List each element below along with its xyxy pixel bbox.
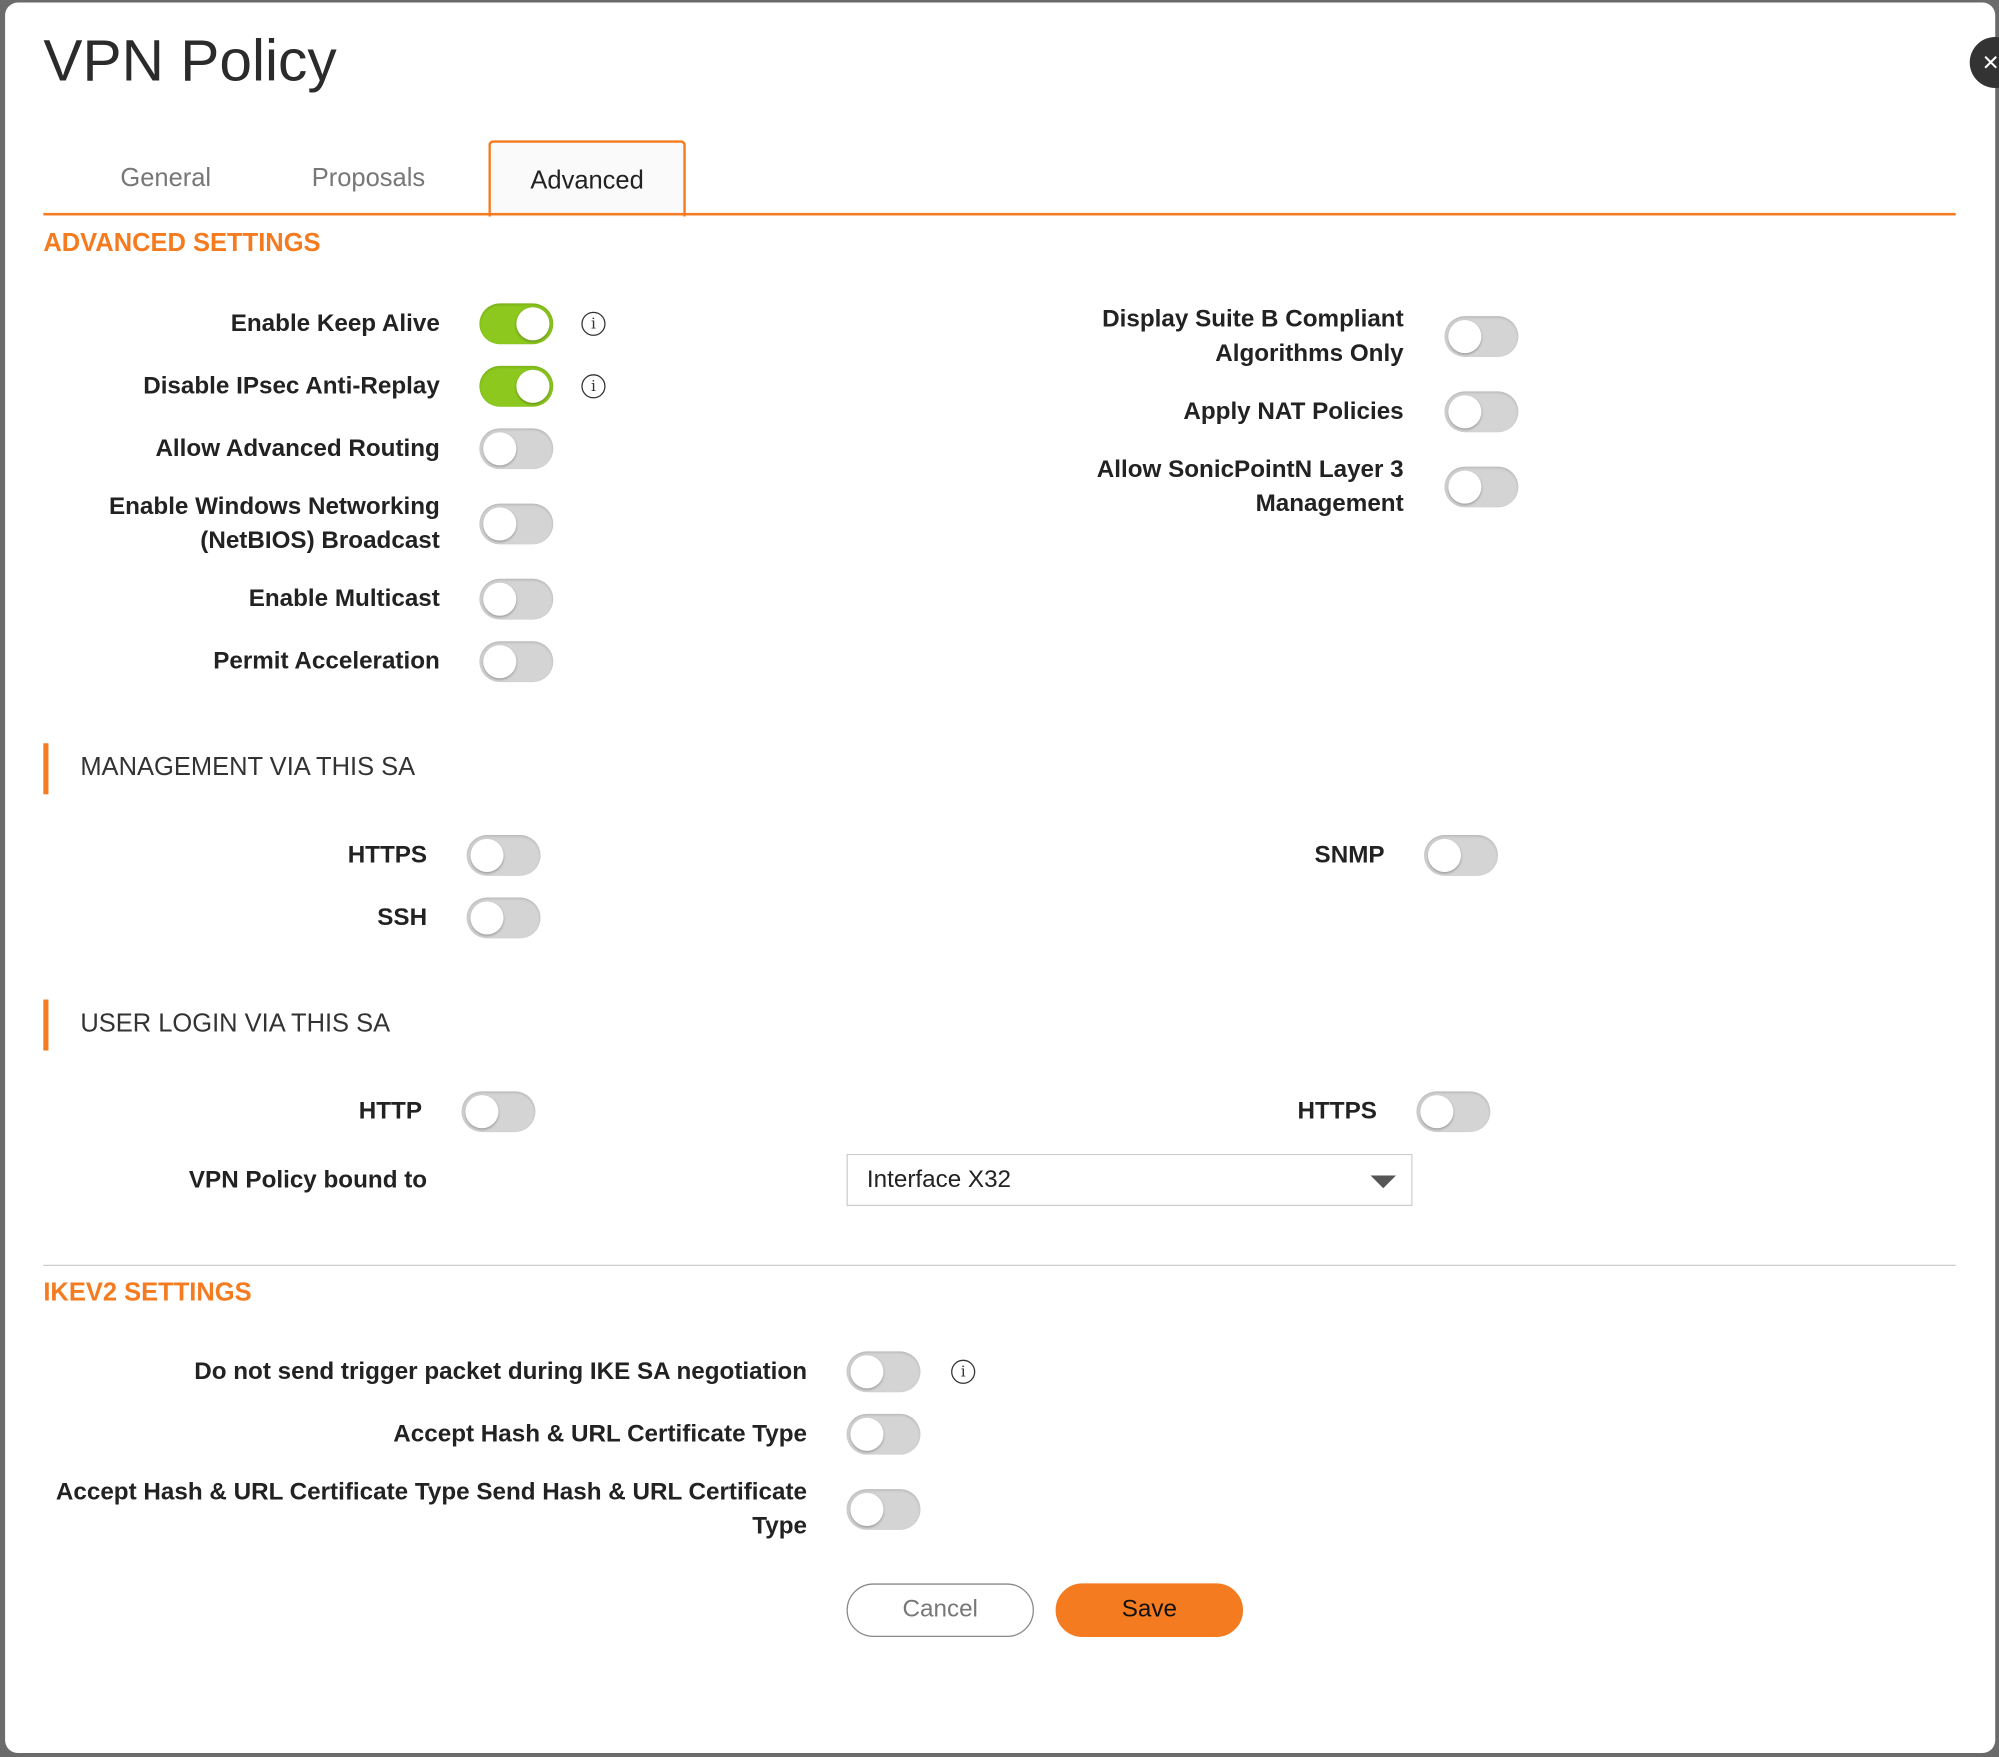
label-apply-nat-policies: Apply NAT Policies xyxy=(1183,398,1404,426)
toggle-knob xyxy=(1448,470,1482,504)
toggle-disable-ipsec-anti-replay[interactable] xyxy=(479,365,554,407)
toggle-knob xyxy=(470,838,504,873)
toggle-https[interactable] xyxy=(466,835,541,876)
chevron-down-icon xyxy=(1370,1175,1397,1189)
toggle-enable-windows-networking-netbios-broadcast[interactable] xyxy=(479,503,554,545)
toggle-knob xyxy=(483,645,517,679)
label-snmp: SNMP xyxy=(1314,842,1385,869)
advanced-settings-heading: ADVANCED SETTINGS xyxy=(43,229,321,258)
toggle-https[interactable] xyxy=(1416,1091,1491,1133)
toggle-display-suite-b-compliant-algorithms-only[interactable] xyxy=(1444,316,1519,357)
toggle-enable-keep-alive[interactable] xyxy=(479,303,554,345)
toggle-knob xyxy=(1448,395,1482,429)
info-icon[interactable]: i xyxy=(581,311,606,336)
label-http: HTTP xyxy=(358,1098,422,1126)
divider xyxy=(43,1264,1956,1266)
label-ssh: SSH xyxy=(377,904,428,932)
close-icon: × xyxy=(1982,45,1999,78)
toggle-knob xyxy=(1448,319,1482,354)
tab-proposals[interactable]: Proposals xyxy=(311,164,426,193)
toggle-ssh[interactable] xyxy=(466,897,541,939)
toggle-accept-hash-url-certificate-type[interactable] xyxy=(846,1413,921,1455)
toggle-snmp[interactable] xyxy=(1424,835,1499,876)
cancel-button[interactable]: Cancel xyxy=(846,1583,1034,1637)
toggle-enable-multicast[interactable] xyxy=(479,578,554,620)
bound-label: VPN Policy bound to xyxy=(188,1167,428,1194)
tab-advanced[interactable]: Advanced xyxy=(488,140,686,217)
toggle-knob xyxy=(1420,1095,1454,1129)
label-https: HTTPS xyxy=(1297,1098,1377,1126)
toggle-allow-sonicpointn-layer-3-management[interactable] xyxy=(1444,466,1519,508)
label-permit-acceleration: Permit Acceleration xyxy=(213,648,440,676)
toggle-knob xyxy=(516,307,550,341)
toggle-knob xyxy=(1427,838,1462,873)
label-disable-ipsec-anti-replay: Disable IPsec Anti-Replay xyxy=(143,372,440,400)
label-allow-sonicpointn-layer-3-management: Allow SonicPointN Layer 3 Management xyxy=(1096,456,1404,518)
toggle-knob xyxy=(483,507,517,541)
label-accept-hash-url-certificate-type-send-hash-url-certificate-type: Accept Hash & URL Certificate Type Send … xyxy=(55,1478,808,1541)
toggle-knob xyxy=(483,582,517,616)
toggle-knob xyxy=(850,1492,884,1527)
toggle-do-not-send-trigger-packet-during-ike-sa-negotiation[interactable] xyxy=(846,1351,921,1393)
label-accept-hash-url-certificate-type: Accept Hash & URL Certificate Type xyxy=(393,1420,808,1448)
toggle-knob xyxy=(470,901,504,935)
vpn-policy-dialog xyxy=(5,2,1996,1753)
label-enable-windows-networking-netbios-broadcast: Enable Windows Networking (NetBIOS) Broa… xyxy=(108,493,440,555)
tab-general[interactable]: General xyxy=(120,164,212,193)
section-accent-bar xyxy=(43,999,49,1051)
label-enable-keep-alive: Enable Keep Alive xyxy=(230,310,440,338)
toggle-permit-acceleration[interactable] xyxy=(479,641,554,683)
toggle-knob xyxy=(516,369,550,403)
label-enable-multicast: Enable Multicast xyxy=(248,585,440,613)
toggle-http[interactable] xyxy=(461,1091,536,1133)
section-accent-bar xyxy=(43,743,49,795)
info-icon[interactable]: i xyxy=(951,1359,976,1384)
toggle-allow-advanced-routing[interactable] xyxy=(479,428,554,470)
label-allow-advanced-routing: Allow Advanced Routing xyxy=(155,435,440,463)
management-heading: MANAGEMENT VIA THIS SA xyxy=(80,753,416,782)
toggle-knob xyxy=(850,1417,884,1451)
tab-underline xyxy=(43,212,1956,216)
toggle-apply-nat-policies[interactable] xyxy=(1444,391,1519,433)
toggle-knob xyxy=(465,1095,499,1129)
page-title: VPN Policy xyxy=(43,26,337,94)
label-https: HTTPS xyxy=(347,842,428,869)
label-display-suite-b-compliant-algorithms-only: Display Suite B Compliant Algorithms Onl… xyxy=(1102,305,1404,368)
save-button[interactable]: Save xyxy=(1055,1583,1244,1637)
toggle-accept-hash-url-certificate-type-send-hash-url-certificate-type[interactable] xyxy=(846,1489,921,1530)
toggle-knob xyxy=(850,1355,884,1389)
ikev2-heading: IKEV2 SETTINGS xyxy=(43,1278,252,1307)
user-login-heading: USER LOGIN VIA THIS SA xyxy=(80,1009,391,1038)
vpn-policy-bound-select[interactable]: Interface X32 xyxy=(846,1153,1413,1207)
label-do-not-send-trigger-packet-during-ike-sa-negotiation: Do not send trigger packet during IKE SA… xyxy=(194,1358,808,1386)
bound-value: Interface X32 xyxy=(866,1166,1012,1194)
info-icon[interactable]: i xyxy=(581,374,606,399)
toggle-knob xyxy=(483,432,517,466)
